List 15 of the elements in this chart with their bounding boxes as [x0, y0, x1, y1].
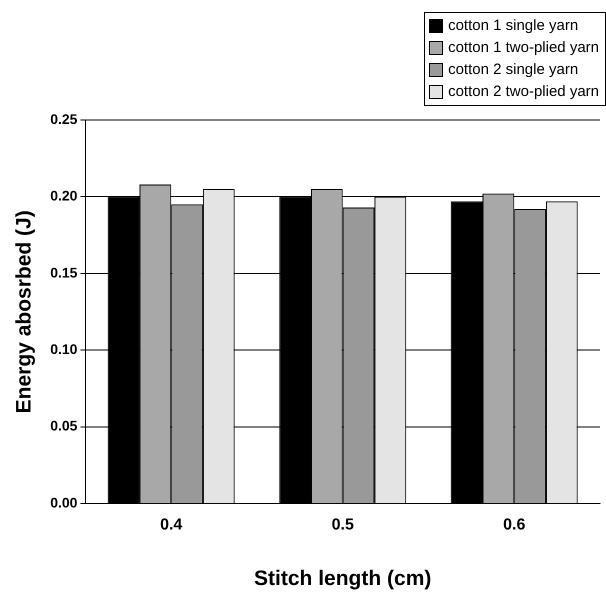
x-tick-label: 0.6	[503, 516, 526, 534]
legend-label: cotton 2 single yarn	[448, 60, 578, 80]
x-tick-label: 0.4	[160, 516, 182, 534]
y-tick-label: 0.20	[50, 188, 78, 204]
legend-label: cotton 2 two-plied yarn	[448, 82, 599, 102]
y-tick-label: 0.15	[50, 264, 78, 280]
legend-label: cotton 1 single yarn	[448, 16, 578, 36]
x-axis-title: Stitch length (cm)	[254, 567, 432, 590]
y-tick-label: 0.10	[50, 341, 78, 358]
x-tick-label: 0.5	[332, 516, 354, 534]
y-axis-title: Energy abosrbed (J)	[12, 210, 36, 414]
y-tick-label: 0.25	[50, 110, 78, 127]
legend-label: cotton 1 two-plied yarn	[448, 38, 599, 58]
y-tick-label: 0.00	[50, 494, 78, 510]
y-tick-label: 0.05	[50, 418, 78, 434]
